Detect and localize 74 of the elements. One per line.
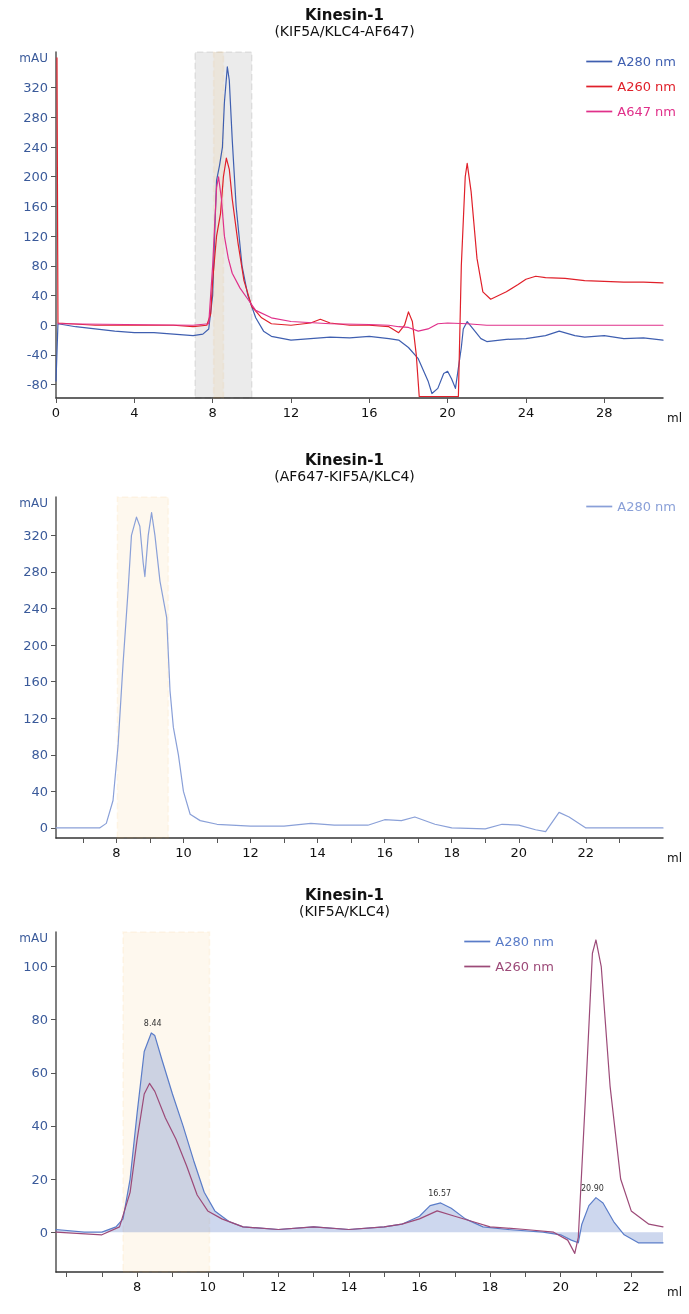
- y-tick-label: 0: [39, 317, 48, 333]
- x-tick-label: 20: [510, 845, 528, 860]
- x-tick-label: 28: [595, 405, 613, 420]
- chart-title: Kinesin-1: [304, 450, 385, 469]
- y-tick-label: 40: [31, 1118, 48, 1134]
- y-tick-label: 80: [31, 1012, 48, 1028]
- line-series: [57, 176, 664, 332]
- x-tick-label: 14: [309, 845, 326, 860]
- x-tick-label: 22: [622, 1279, 640, 1294]
- y-tick-label: 320: [23, 80, 48, 96]
- legend-label: A647 nm: [617, 104, 677, 119]
- x-axis-title: ml: [667, 1285, 683, 1299]
- x-tick-label: 8: [208, 405, 217, 420]
- legend-label: A280 nm: [495, 934, 555, 949]
- chart-subtitle: (AF647-KIF5A/KLC4): [274, 468, 415, 484]
- x-tick-label: 10: [175, 845, 192, 860]
- x-tick-label: 22: [577, 845, 595, 860]
- x-tick-label: 4: [130, 405, 139, 420]
- y-tick-label: 0: [39, 1224, 48, 1240]
- legend-label: A280 nm: [617, 499, 677, 514]
- x-tick-label: 12: [282, 405, 300, 420]
- y-axis-title: mAU: [19, 931, 48, 945]
- annotation: 20.90: [580, 1184, 604, 1194]
- y-tick-label: 160: [23, 198, 48, 214]
- x-tick-label: 0: [51, 405, 61, 420]
- y-tick-label: 160: [23, 674, 48, 690]
- chart-title: Kinesin-1: [304, 5, 385, 24]
- legend-label: A280 nm: [617, 54, 677, 69]
- y-tick-label: 40: [31, 783, 48, 799]
- y-tick-label: 20: [31, 1171, 48, 1187]
- annotation: 8.44: [143, 1019, 162, 1029]
- y-tick-label: 80: [31, 747, 48, 763]
- y-tick-label: 320: [23, 527, 48, 543]
- legend-label: A260 nm: [617, 79, 677, 94]
- line-series: [55, 939, 664, 1255]
- y-tick-label: 60: [31, 1065, 48, 1081]
- y-tick-label: -80: [26, 377, 48, 393]
- line-series: [55, 511, 664, 833]
- y-tick-label: 0: [39, 820, 48, 836]
- legend-label: A260 nm: [495, 959, 555, 974]
- x-axis-title: ml: [667, 411, 683, 425]
- x-tick-label: 16: [361, 405, 378, 420]
- x-tick-label: 18: [443, 845, 460, 860]
- y-axis-title: mAU: [19, 51, 48, 65]
- y-tick-label: 120: [23, 710, 48, 726]
- x-tick-label: 16: [376, 845, 393, 860]
- y-tick-label: 280: [23, 109, 48, 125]
- y-tick-label: 200: [23, 169, 48, 185]
- y-tick-label: 280: [23, 564, 48, 580]
- x-tick-label: 20: [439, 405, 456, 420]
- chart-subtitle: (KIF5A/KLC4-AF647): [274, 23, 415, 39]
- chart-title: Kinesin-1: [304, 885, 385, 904]
- y-axis-title: mAU: [19, 496, 48, 510]
- x-tick-label: 24: [517, 405, 535, 420]
- x-tick-label: 8: [112, 845, 121, 860]
- x-axis-title: ml: [667, 851, 683, 865]
- y-tick-label: 100: [23, 959, 48, 975]
- annotation: 16.57: [428, 1189, 452, 1199]
- x-tick-label: 8: [133, 1279, 142, 1294]
- y-tick-label: 80: [31, 258, 48, 274]
- y-tick-label: -40: [26, 347, 48, 363]
- x-tick-label: 10: [199, 1279, 217, 1294]
- y-tick-label: 200: [23, 637, 48, 653]
- y-tick-label: 40: [31, 288, 48, 304]
- chart-subtitle: (KIF5A/KLC4): [298, 903, 391, 919]
- x-tick-label: 12: [242, 845, 259, 860]
- x-tick-label: 20: [552, 1279, 569, 1294]
- x-tick-label: 16: [411, 1279, 428, 1294]
- x-tick-label: 12: [270, 1279, 287, 1294]
- y-tick-label: 240: [23, 601, 48, 617]
- y-tick-label: 120: [23, 228, 48, 244]
- x-tick-label: 14: [340, 1279, 358, 1294]
- x-tick-label: 18: [481, 1279, 499, 1294]
- y-tick-label: 240: [23, 139, 48, 155]
